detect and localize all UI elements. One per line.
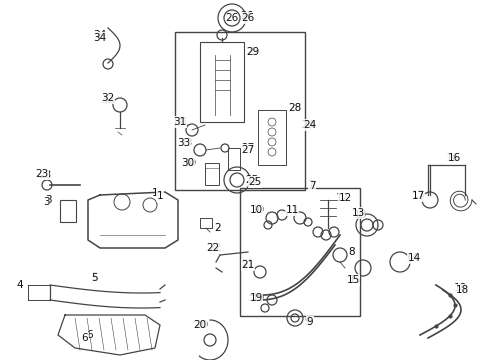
Text: 5: 5 <box>92 272 98 282</box>
Text: 33: 33 <box>179 138 192 148</box>
Text: 24: 24 <box>301 120 314 130</box>
Text: 13: 13 <box>351 208 364 218</box>
Bar <box>227 148 240 170</box>
Text: 14: 14 <box>405 253 418 263</box>
Text: 11: 11 <box>286 205 299 215</box>
Text: 26: 26 <box>241 13 254 23</box>
Text: 18: 18 <box>454 285 468 295</box>
Text: 27: 27 <box>241 143 254 153</box>
Text: 7: 7 <box>308 181 315 191</box>
Text: 3: 3 <box>44 195 51 205</box>
Text: 10: 10 <box>251 205 264 215</box>
Text: 3: 3 <box>42 197 49 207</box>
Text: 24: 24 <box>303 120 316 130</box>
Text: 13: 13 <box>353 210 366 220</box>
Text: 22: 22 <box>206 243 219 253</box>
Text: 10: 10 <box>249 205 262 215</box>
Text: 34: 34 <box>93 33 106 43</box>
Text: 23: 23 <box>35 169 48 179</box>
Bar <box>258 110 285 165</box>
Text: 25: 25 <box>245 175 258 185</box>
Text: 31: 31 <box>175 117 188 127</box>
Text: 30: 30 <box>183 158 196 168</box>
Text: 4: 4 <box>17 280 23 290</box>
Bar <box>60 200 76 222</box>
Text: 30: 30 <box>181 158 194 168</box>
Text: 2: 2 <box>214 223 221 233</box>
Text: 16: 16 <box>447 153 460 163</box>
Text: 17: 17 <box>410 191 424 201</box>
Text: 11: 11 <box>285 205 298 215</box>
Text: 8: 8 <box>348 247 355 257</box>
Bar <box>204 163 219 185</box>
Bar <box>175 32 305 190</box>
Text: 34: 34 <box>93 30 106 40</box>
Bar <box>200 42 244 122</box>
Text: 4: 4 <box>17 280 23 290</box>
Text: 28: 28 <box>288 103 301 113</box>
Text: 21: 21 <box>241 260 254 270</box>
Text: 23: 23 <box>38 170 52 180</box>
Text: 22: 22 <box>208 243 221 253</box>
Text: 31: 31 <box>173 117 186 127</box>
Text: 15: 15 <box>347 275 361 285</box>
Text: 2: 2 <box>214 223 221 233</box>
Text: 6: 6 <box>86 330 93 340</box>
Text: 18: 18 <box>452 283 466 293</box>
Text: 14: 14 <box>407 253 420 263</box>
Text: 29: 29 <box>245 47 258 57</box>
Text: 12: 12 <box>338 193 351 203</box>
Text: 26: 26 <box>240 11 253 21</box>
Text: 9: 9 <box>304 317 311 327</box>
Text: 5: 5 <box>92 273 98 283</box>
Text: 20: 20 <box>195 320 208 330</box>
Bar <box>240 188 359 316</box>
Text: 6: 6 <box>81 333 88 343</box>
Text: 1: 1 <box>151 188 158 198</box>
Text: 32: 32 <box>101 93 114 103</box>
Text: 32: 32 <box>101 95 114 105</box>
Text: 7: 7 <box>306 180 313 190</box>
Text: 8: 8 <box>348 247 355 257</box>
Text: 9: 9 <box>306 317 313 327</box>
Text: 12: 12 <box>335 193 348 203</box>
Text: 19: 19 <box>251 293 264 303</box>
Text: 27: 27 <box>241 145 254 155</box>
Text: 26: 26 <box>225 13 238 23</box>
Text: 15: 15 <box>346 275 359 285</box>
Text: 28: 28 <box>288 103 301 113</box>
Text: 25: 25 <box>248 177 261 187</box>
Bar <box>200 218 212 228</box>
Text: 16: 16 <box>445 153 458 163</box>
Text: 29: 29 <box>246 47 259 57</box>
Text: 21: 21 <box>241 259 254 269</box>
Text: 1: 1 <box>156 191 163 201</box>
Text: 19: 19 <box>249 293 262 303</box>
Text: 20: 20 <box>193 320 206 330</box>
Text: 17: 17 <box>410 190 424 200</box>
Text: 33: 33 <box>177 138 190 148</box>
